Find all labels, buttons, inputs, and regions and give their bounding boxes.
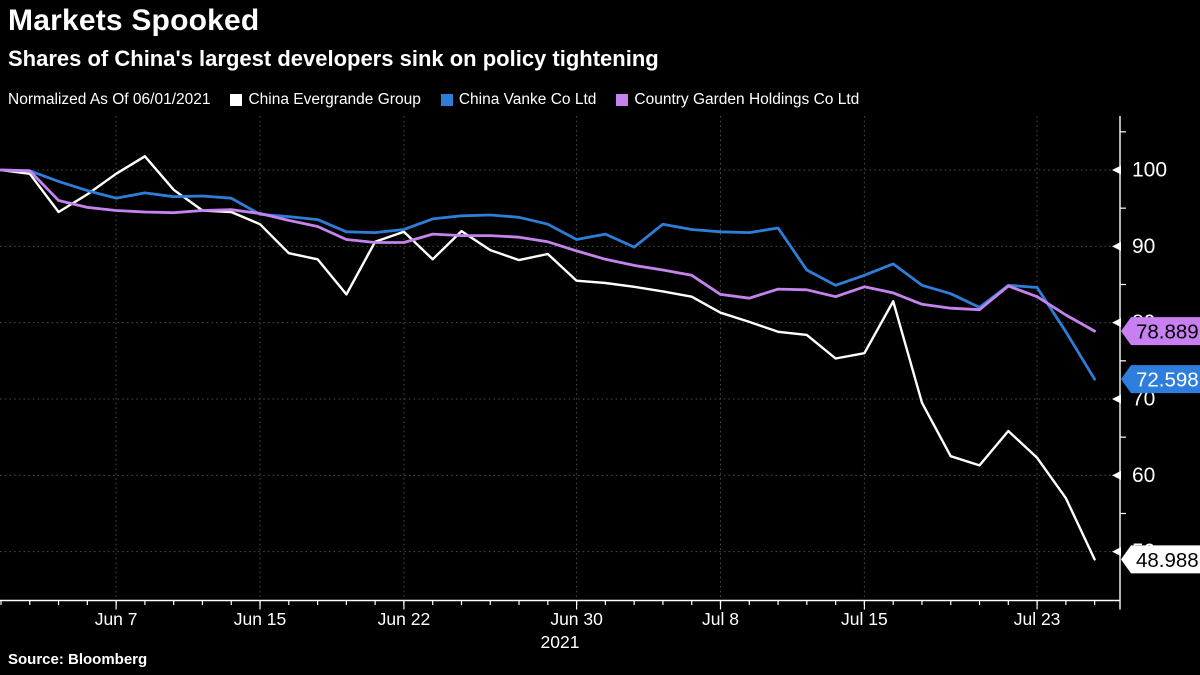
x-gridlines bbox=[115, 116, 1038, 601]
svg-text:Jun 7: Jun 7 bbox=[95, 609, 138, 629]
svg-text:Jun 22: Jun 22 bbox=[378, 609, 431, 629]
source-credit: Source: Bloomberg bbox=[8, 651, 148, 668]
year-label: 2021 bbox=[541, 632, 580, 652]
y-axis-labels: 1009080706050 bbox=[1132, 159, 1167, 564]
legend-item-2[interactable]: Country Garden Holdings Co Ltd bbox=[616, 91, 859, 109]
value-tag-1: 72.598 bbox=[1121, 365, 1200, 394]
svg-text:Jul 15: Jul 15 bbox=[841, 609, 888, 629]
legend-swatch-icon bbox=[440, 94, 453, 106]
svg-text:Jun 30: Jun 30 bbox=[550, 609, 603, 629]
y-ticks bbox=[1112, 131, 1126, 557]
svg-text:100: 100 bbox=[1132, 159, 1167, 182]
legend-item-0[interactable]: China Evergrande Group bbox=[230, 91, 421, 109]
legend: Normalized As Of 06/01/2021 China Evergr… bbox=[8, 91, 859, 109]
series-line-2 bbox=[0, 168, 1096, 333]
value-tag-0: 48.988 bbox=[1121, 545, 1200, 574]
legend-item-label: Country Garden Holdings Co Ltd bbox=[634, 91, 860, 108]
value-tag-2: 78.889 bbox=[1121, 317, 1200, 346]
normalized-note: Normalized As Of 06/01/2021 bbox=[8, 91, 211, 108]
legend-swatch-icon bbox=[230, 94, 243, 106]
svg-text:Jun 15: Jun 15 bbox=[234, 609, 287, 629]
svg-text:Jul 8: Jul 8 bbox=[702, 609, 739, 629]
x-ticks bbox=[0, 600, 1096, 610]
legend-item-label: China Vanke Co Ltd bbox=[458, 91, 597, 108]
axes bbox=[0, 116, 1121, 610]
series-line-1 bbox=[0, 168, 1096, 381]
chart-subtitle: Shares of China's largest developers sin… bbox=[8, 46, 659, 71]
svg-text:78.889: 78.889 bbox=[1136, 321, 1199, 344]
svg-text:72.598: 72.598 bbox=[1136, 369, 1199, 392]
y-gridlines bbox=[0, 169, 1120, 553]
series-line-0 bbox=[0, 155, 1096, 561]
page-title: Markets Spooked bbox=[8, 4, 260, 37]
x-axis-labels: Jun 7 Jun 15 Jun 22 Jun 30 Jul 8 Jul 15 Jul 23… bbox=[95, 609, 1061, 652]
svg-text:70: 70 bbox=[1132, 387, 1155, 410]
svg-text:90: 90 bbox=[1132, 235, 1155, 258]
svg-text:60: 60 bbox=[1132, 464, 1155, 487]
legend-item-label: China Evergrande Group bbox=[248, 91, 421, 108]
legend-swatch-icon bbox=[616, 94, 629, 106]
svg-text:48.988: 48.988 bbox=[1136, 549, 1199, 572]
svg-text:Jul 23: Jul 23 bbox=[1014, 609, 1061, 629]
legend-item-1[interactable]: China Vanke Co Ltd bbox=[440, 91, 597, 109]
